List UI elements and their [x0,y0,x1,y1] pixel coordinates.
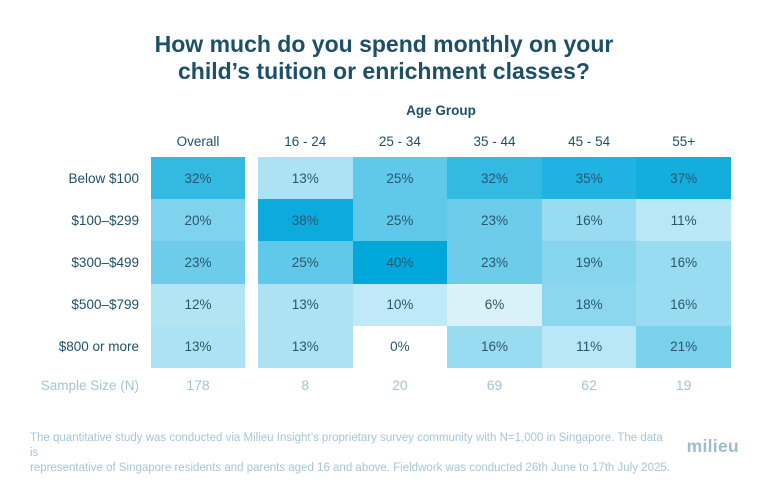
heatmap-cell: 32% [151,157,245,200]
row-label: $500–$799 [71,297,139,313]
heatmap-cell: 11% [541,325,637,368]
row-label: Below $100 [68,170,139,186]
heatmap-cell: 16% [447,325,542,368]
column-header-25-34: 25 - 34 [378,134,421,149]
sample-size-value: 62 [581,377,597,394]
row-label: $300–$499 [71,254,139,270]
heatmap-cell: 38% [258,199,353,242]
heatmap-cell: 16% [636,283,731,326]
heatmap-cell: 25% [258,241,353,284]
sample-size-label: Sample Size (N) [40,377,139,393]
column-gap [245,126,258,157]
heatmap-cell: 18% [541,283,637,326]
heatmap-cell: 13% [258,157,353,200]
methodology-note-line-1: The quantitative study was conducted via… [30,432,663,459]
heatmap-cell: 13% [258,325,353,368]
heatmap-cell: 0% [390,339,410,355]
column-gap [245,368,258,403]
heatmap-cell: 19% [541,241,637,284]
row-label: $800 or more [58,339,139,355]
heatmap-cell: 40% [352,241,448,284]
heatmap-cell: 21% [636,325,731,368]
column-gap [245,199,258,241]
heatmap-cell: 35% [541,157,637,200]
column-header-16-24: 16 - 24 [284,134,327,149]
sample-size-value: 8 [301,377,310,394]
column-gap [245,241,258,283]
heatmap-cell: 12% [151,283,245,326]
table-corner [20,126,151,157]
milieu-logo: milieu [686,436,739,456]
column-gap [245,326,258,368]
sample-size-value: 178 [186,377,210,394]
heatmap-cell: 16% [541,199,637,242]
methodology-note: The quantitative study was conducted via… [30,431,670,476]
column-group-label: Age Group [406,103,476,118]
chart-title: How much do you spend monthly on your ch… [0,31,768,85]
heatmap-cell: 23% [447,241,542,284]
column-gap [245,157,258,199]
heatmap-cell: 23% [151,241,245,284]
heatmap-cell: 11% [636,199,731,242]
heatmap-cell: 13% [258,283,353,326]
methodology-note-line-2: representative of Singapore residents an… [30,462,670,474]
heatmap-cell: 25% [352,157,448,200]
heatmap-cell: 25% [352,199,448,242]
heatmap-cell: 6% [447,283,542,326]
heatmap-cell: 10% [352,283,448,326]
heatmap-grid: Overall 16 - 24 25 - 34 35 - 44 45 - 54 55+ Be… [20,126,731,403]
heatmap-cell: 16% [636,241,731,284]
chart-title-line-2: child’s tuition or enrichment classes? [178,58,590,84]
column-gap [245,284,258,326]
sample-size-value: 69 [486,377,503,394]
row-label: $100–$299 [71,212,139,228]
chart-title-line-1: How much do you spend monthly on your [154,31,614,57]
column-header-35-44: 35 - 44 [473,134,516,149]
column-header-overall: Overall [176,134,220,149]
sample-size-value: 19 [675,377,692,394]
heatmap-cell: 32% [447,157,542,200]
heatmap-cell: 20% [151,199,245,242]
column-header-55+: 55+ [672,134,696,149]
heatmap-cell: 23% [447,199,542,242]
column-header-45-54: 45 - 54 [568,134,611,149]
heatmap-cell: 13% [151,325,245,368]
sample-size-value: 20 [392,377,408,394]
heatmap-cell: 37% [636,157,731,200]
